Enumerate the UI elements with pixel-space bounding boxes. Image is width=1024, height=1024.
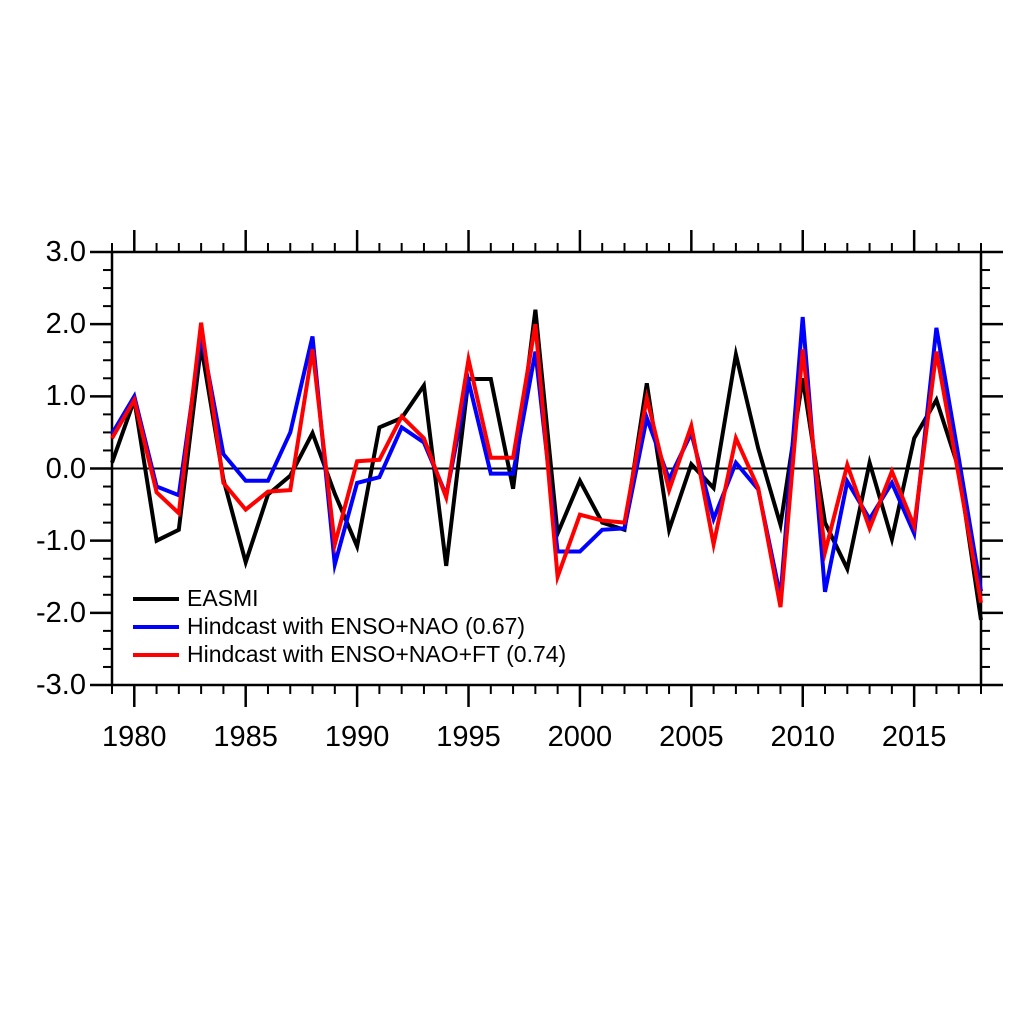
legend-item-2: Hindcast with ENSO+NAO+FT (0.74) xyxy=(133,641,567,667)
y-tick-label: -3.0 xyxy=(36,669,86,701)
legend-line-sample xyxy=(133,652,179,657)
chart-legend: EASMI Hindcast with ENSO+NAO (0.67) Hindca… xyxy=(133,585,567,667)
y-tick-label: -1.0 xyxy=(36,524,86,557)
x-tick-label: 1995 xyxy=(436,721,501,753)
x-tick-label: 1980 xyxy=(102,721,167,753)
legend-line-sample xyxy=(133,596,179,601)
x-tick-label: 2000 xyxy=(547,721,613,753)
series-line-2 xyxy=(110,322,983,608)
plot-frame xyxy=(110,250,983,687)
y-tick-label: 1.0 xyxy=(45,380,86,413)
x-tick-label: 2015 xyxy=(881,721,947,753)
y-tick-label: 3.0 xyxy=(45,236,86,268)
legend-label: EASMI xyxy=(187,585,259,611)
x-tick-label: 2005 xyxy=(659,721,724,753)
y-tick-label: -2.0 xyxy=(36,596,86,629)
legend-line-sample xyxy=(133,624,179,629)
y-tick-label: 2.0 xyxy=(45,308,86,341)
legend-label: Hindcast with ENSO+NAO+FT (0.74) xyxy=(187,641,567,667)
y-tick-label: 0.0 xyxy=(45,452,86,485)
legend-item-1: Hindcast with ENSO+NAO (0.67) xyxy=(133,613,566,639)
legend-label: Hindcast with ENSO+NAO (0.67) xyxy=(187,613,526,639)
legend-item-0: EASMI xyxy=(133,585,566,611)
x-tick-label: 1985 xyxy=(213,721,278,753)
x-tick-label: 1990 xyxy=(324,721,390,753)
x-tick-label: 2010 xyxy=(770,721,835,753)
